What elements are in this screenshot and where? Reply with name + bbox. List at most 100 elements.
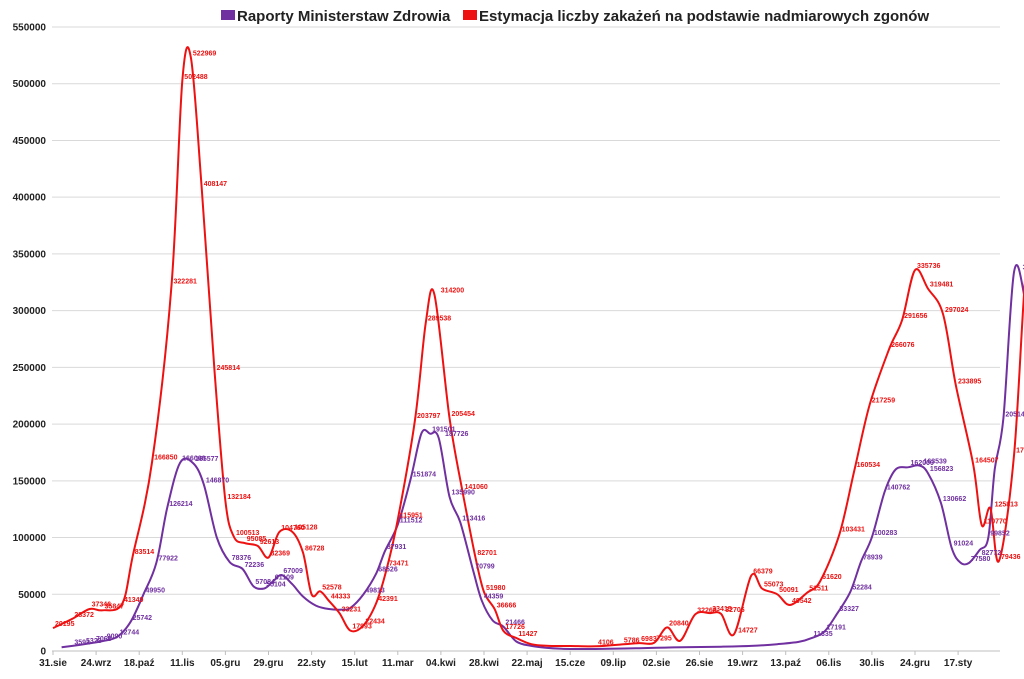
- y-tick-label: 250000: [13, 363, 47, 374]
- data-label-mz: 25742: [133, 615, 153, 622]
- x-tick-label: 11.lis: [170, 658, 195, 669]
- data-label-estimate: 79436: [1001, 554, 1021, 561]
- x-tick-label: 15.cze: [555, 658, 585, 669]
- data-label-mz: 9090: [107, 634, 123, 641]
- data-label-mz: 61109: [275, 575, 294, 582]
- x-tick-label: 28.kwi: [469, 658, 499, 669]
- x-tick-label: 26.sie: [686, 658, 714, 669]
- data-label-estimate: 217259: [872, 398, 895, 405]
- data-label-mz: 21466: [505, 620, 525, 627]
- data-label-mz: 11335: [814, 631, 833, 638]
- data-label-mz: 5328: [86, 638, 102, 645]
- data-label-mz: 55104: [266, 581, 286, 588]
- data-label-estimate: 7295: [656, 636, 672, 643]
- data-label-estimate: 92613: [260, 539, 280, 546]
- data-label-mz: 191501: [432, 427, 455, 434]
- legend: Raporty Ministerstaw Zdrowia Estymacja l…: [221, 8, 929, 25]
- data-label-mz: 334382: [1023, 265, 1024, 272]
- data-label-estimate: 173413: [1016, 447, 1024, 454]
- data-label-estimate: 83514: [135, 549, 155, 556]
- data-label-estimate: 314200: [441, 288, 464, 295]
- data-label-mz: 67009: [283, 568, 303, 575]
- data-label-mz: 91024: [954, 541, 974, 548]
- data-label-estimate: 35847: [105, 603, 125, 610]
- data-label-estimate: 20195: [55, 621, 75, 628]
- x-tick-label: 09.lip: [601, 658, 627, 669]
- data-label-estimate: 82369: [271, 551, 291, 558]
- x-tick-label: 11.mar: [382, 658, 414, 669]
- data-label-mz: 77580: [971, 556, 991, 563]
- data-label-estimate: 164507: [975, 457, 998, 464]
- data-label-mz: 78939: [863, 554, 883, 561]
- data-label-estimate: 55073: [764, 582, 784, 589]
- data-label-estimate: 502488: [184, 74, 207, 81]
- data-label-estimate: 125813: [995, 501, 1018, 508]
- x-tick-label: 13.paź: [770, 658, 801, 669]
- y-tick-label: 0: [40, 647, 46, 658]
- data-label-mz: 17191: [826, 624, 846, 631]
- data-label-mz: 165577: [195, 456, 218, 463]
- data-label-estimate: 115951: [400, 512, 423, 519]
- data-label-mz: 57084: [255, 579, 275, 586]
- data-label-mz: 205147: [1005, 411, 1024, 418]
- x-tick-label: 31.sie: [39, 658, 67, 669]
- series-line-estymacja: [52, 46, 1024, 648]
- y-tick-label: 550000: [13, 23, 47, 34]
- data-label-estimate: 42391: [378, 596, 398, 603]
- data-label-estimate: 141060: [464, 484, 487, 491]
- data-label-mz: 52284: [852, 585, 872, 592]
- data-label-estimate: 33415: [712, 606, 732, 613]
- data-label-estimate: 82701: [477, 550, 497, 557]
- y-tick-label: 150000: [13, 476, 47, 487]
- y-tick-label: 300000: [13, 306, 47, 317]
- x-tick-label: 18.paź: [124, 658, 155, 669]
- data-label-estimate: 36666: [497, 602, 517, 609]
- data-label-estimate: 233895: [958, 379, 981, 386]
- data-label-estimate: 205454: [452, 411, 475, 418]
- data-label-mz: 68526: [378, 566, 398, 573]
- data-label-estimate: 408147: [204, 181, 227, 188]
- data-label-mz: 44359: [484, 594, 504, 601]
- data-label-estimate: 297024: [945, 307, 968, 314]
- data-label-estimate: 44333: [331, 594, 351, 601]
- y-tick-label: 200000: [13, 420, 47, 431]
- data-label-mz: 12744: [120, 630, 140, 637]
- data-label-mz: 87931: [387, 544, 407, 551]
- data-label-mz: 162000: [911, 460, 934, 467]
- data-label-estimate: 105128: [294, 525, 317, 532]
- data-label-estimate: 100513: [236, 530, 259, 537]
- data-label-estimate: 11427: [518, 631, 537, 638]
- data-label-estimate: 17726: [505, 624, 525, 631]
- x-tick-label: 30.lis: [859, 658, 884, 669]
- data-label-estimate: 291656: [904, 313, 927, 320]
- x-axis-ticks: 31.sie 24.wrz 18.paź 11.lis 05.gru 29.gru 22.s…: [39, 651, 973, 669]
- data-label-mz: 156823: [930, 466, 953, 473]
- data-label-mz: 126214: [169, 501, 192, 508]
- series-lines: [52, 46, 1024, 650]
- data-label-estimate: 52578: [322, 584, 342, 591]
- data-label-mz: 100283: [874, 530, 897, 537]
- data-label-estimate: 22434: [365, 619, 385, 626]
- y-tick-label: 500000: [13, 79, 47, 90]
- data-label-estimate: 41349: [124, 597, 144, 604]
- x-tick-label: 02.sie: [642, 658, 670, 669]
- data-label-estimate: 37346: [92, 602, 112, 609]
- x-tick-label: 06.lis: [816, 658, 841, 669]
- data-label-mz: 72236: [245, 562, 265, 569]
- x-tick-label: 19.wrz: [727, 658, 758, 669]
- data-label-mz: 3591: [74, 640, 90, 647]
- data-label-estimate: 322281: [174, 278, 197, 285]
- data-label-estimate: 103431: [842, 527, 865, 534]
- data-label-estimate: 104760: [281, 525, 304, 532]
- data-label-mz: 113416: [462, 515, 485, 522]
- data-label-estimate: 245814: [217, 365, 240, 372]
- data-label-mz: 146870: [206, 477, 229, 484]
- data-label-mz: 135990: [452, 490, 475, 497]
- data-label-estimate: 110770: [984, 518, 1007, 525]
- data-label-estimate: 95085: [247, 536, 267, 543]
- data-label-estimate: 33231: [342, 606, 362, 613]
- data-label-estimate: 28372: [74, 612, 94, 619]
- legend-label-mz: Raporty Ministerstaw Zdrowia: [237, 8, 451, 25]
